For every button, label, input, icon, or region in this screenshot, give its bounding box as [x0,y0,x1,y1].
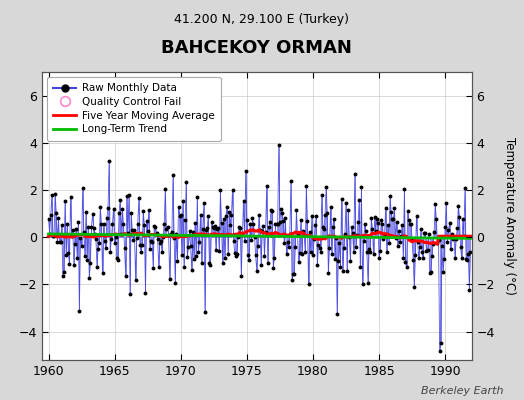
Text: 41.200 N, 29.100 E (Turkey): 41.200 N, 29.100 E (Turkey) [174,13,350,26]
Title: BAHCEKOY ORMAN: BAHCEKOY ORMAN [161,38,352,56]
Y-axis label: Temperature Anomaly (°C): Temperature Anomaly (°C) [503,137,516,295]
Text: Berkeley Earth: Berkeley Earth [421,386,503,396]
Legend: Raw Monthly Data, Quality Control Fail, Five Year Moving Average, Long-Term Tren: Raw Monthly Data, Quality Control Fail, … [47,77,221,141]
